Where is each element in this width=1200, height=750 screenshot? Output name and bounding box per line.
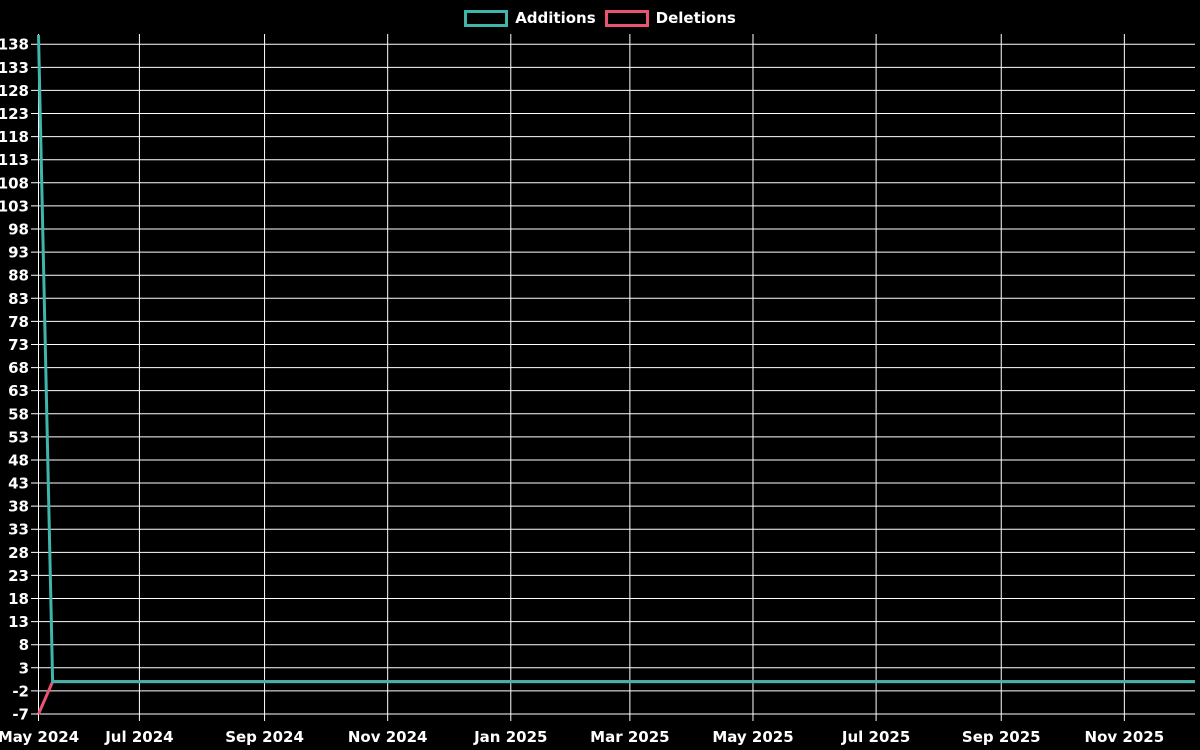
legend-deletions-label: Deletions bbox=[655, 9, 736, 27]
x-tick-label: Sep 2025 bbox=[962, 728, 1041, 746]
y-tick-label: 33 bbox=[8, 521, 29, 539]
y-tick-label: 73 bbox=[8, 336, 29, 354]
y-tick-label: 18 bbox=[8, 590, 29, 608]
y-tick-label: 48 bbox=[8, 451, 29, 469]
x-tick-label: May 2024 bbox=[0, 728, 79, 746]
y-tick-label: 123 bbox=[0, 105, 29, 123]
y-tick-label: 38 bbox=[8, 498, 29, 516]
y-tick-label: 43 bbox=[8, 475, 29, 493]
y-tick-label: 23 bbox=[8, 567, 29, 585]
y-tick-label: 103 bbox=[0, 197, 29, 215]
legend-additions-label: Additions bbox=[515, 9, 596, 27]
y-tick-label: 108 bbox=[0, 174, 29, 192]
x-tick-label: May 2025 bbox=[712, 728, 793, 746]
y-tick-label: 98 bbox=[8, 221, 29, 239]
y-tick-label: 63 bbox=[8, 382, 29, 400]
x-tick-label: Mar 2025 bbox=[590, 728, 669, 746]
x-tick-label: Jul 2025 bbox=[841, 728, 910, 746]
y-tick-label: 8 bbox=[19, 636, 29, 654]
x-tick-label: Nov 2025 bbox=[1085, 728, 1165, 746]
deletions-swatch-icon bbox=[604, 9, 649, 27]
y-tick-label: 78 bbox=[8, 313, 29, 331]
y-tick-label: 83 bbox=[8, 290, 29, 308]
y-tick-label: 138 bbox=[0, 36, 29, 54]
deletions-line bbox=[37, 680, 1195, 715]
y-tick-label: -2 bbox=[12, 682, 29, 700]
additions-line bbox=[37, 34, 1195, 684]
y-tick-label: 113 bbox=[0, 151, 29, 169]
legend-item-additions[interactable]: Additions bbox=[464, 9, 596, 27]
x-tick-label: Nov 2024 bbox=[348, 728, 428, 746]
y-tick-label: 133 bbox=[0, 59, 29, 77]
legend-item-deletions[interactable]: Deletions bbox=[604, 9, 736, 27]
y-tick-label: 93 bbox=[8, 244, 29, 262]
y-tick-label: 88 bbox=[8, 267, 29, 285]
y-tick-label: -7 bbox=[12, 706, 29, 724]
y-tick-label: 13 bbox=[8, 613, 29, 631]
y-tick-label: 68 bbox=[8, 359, 29, 377]
y-tick-label: 53 bbox=[8, 428, 29, 446]
y-tick-label: 118 bbox=[0, 128, 29, 146]
y-tick-label: 28 bbox=[8, 544, 29, 562]
x-tick-label: Jul 2024 bbox=[104, 728, 173, 746]
additions-swatch-icon bbox=[464, 9, 509, 27]
y-tick-label: 58 bbox=[8, 405, 29, 423]
x-tick-label: Jan 2025 bbox=[473, 728, 547, 746]
y-tick-label: 128 bbox=[0, 82, 29, 100]
x-tick-label: Sep 2024 bbox=[225, 728, 304, 746]
y-tick-label: 3 bbox=[19, 659, 29, 677]
chart-legend: Additions Deletions bbox=[0, 9, 1200, 27]
